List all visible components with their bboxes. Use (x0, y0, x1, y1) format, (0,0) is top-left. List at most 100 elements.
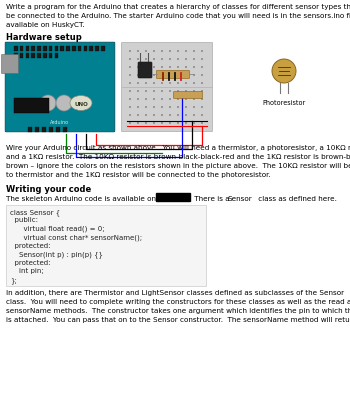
FancyBboxPatch shape (121, 43, 212, 132)
Circle shape (161, 123, 163, 125)
Bar (66, 47, 70, 52)
Circle shape (272, 60, 296, 84)
Circle shape (129, 107, 131, 109)
Text: Write a program for the Arduino that creates a hierarchy of classes for differen: Write a program for the Arduino that cre… (6, 4, 350, 10)
Circle shape (145, 51, 147, 53)
Circle shape (153, 67, 155, 69)
Text: Photoresistor: Photoresistor (262, 100, 306, 106)
Circle shape (145, 107, 147, 109)
Text: Wire your Arduino circuit as shown above.  You will need a thermistor, a photore: Wire your Arduino circuit as shown above… (6, 145, 350, 151)
Bar (43, 47, 47, 52)
Circle shape (145, 75, 147, 77)
Circle shape (161, 83, 163, 85)
Circle shape (145, 83, 147, 85)
Text: brown – ignore the colors on the resistors shown in the picture above.  The 10KΩ: brown – ignore the colors on the resisto… (6, 162, 350, 168)
Circle shape (177, 51, 179, 53)
Circle shape (137, 83, 139, 85)
Circle shape (193, 51, 195, 53)
Circle shape (137, 75, 139, 77)
Circle shape (145, 91, 147, 93)
Circle shape (201, 83, 203, 85)
Circle shape (185, 99, 187, 101)
Circle shape (185, 75, 187, 77)
Bar (37, 54, 41, 59)
Circle shape (161, 59, 163, 61)
Text: Writing your code: Writing your code (6, 184, 91, 194)
FancyBboxPatch shape (174, 92, 202, 99)
Circle shape (177, 123, 179, 125)
Circle shape (201, 59, 203, 61)
FancyBboxPatch shape (156, 71, 189, 79)
Bar (35, 128, 39, 133)
Circle shape (169, 51, 171, 53)
Circle shape (145, 123, 147, 125)
Circle shape (185, 51, 187, 53)
Circle shape (169, 83, 171, 85)
Circle shape (145, 99, 147, 101)
Circle shape (129, 123, 131, 125)
Text: UNO: UNO (74, 101, 88, 106)
Text: Sensor(int p) : pin(p) {}: Sensor(int p) : pin(p) {} (10, 251, 103, 257)
Text: class as defined here.: class as defined here. (256, 196, 337, 201)
Bar (49, 54, 52, 59)
Circle shape (201, 51, 203, 53)
Text: In addition, there are Thermistor and LightSensor classes defined as subclasses : In addition, there are Thermistor and Li… (6, 290, 344, 296)
Circle shape (193, 59, 195, 61)
Circle shape (56, 96, 72, 112)
Circle shape (201, 75, 203, 77)
Circle shape (185, 59, 187, 61)
Circle shape (153, 107, 155, 109)
Circle shape (129, 115, 131, 117)
Circle shape (129, 83, 131, 85)
Circle shape (129, 67, 131, 69)
Circle shape (161, 99, 163, 101)
Circle shape (129, 99, 131, 101)
Circle shape (193, 75, 195, 77)
Bar (78, 47, 81, 52)
Bar (49, 128, 53, 133)
FancyBboxPatch shape (1, 55, 19, 74)
Text: virtual const char* sensorName();: virtual const char* sensorName(); (10, 234, 142, 241)
Circle shape (185, 91, 187, 93)
Circle shape (153, 99, 155, 101)
Text: public:: public: (10, 217, 38, 223)
Circle shape (193, 83, 195, 85)
Circle shape (129, 91, 131, 93)
Bar (14, 47, 18, 52)
Bar (26, 47, 29, 52)
Bar (20, 47, 23, 52)
Bar (55, 54, 58, 59)
Circle shape (201, 99, 203, 101)
Circle shape (169, 75, 171, 77)
Text: class.  You will need to complete writing the constructors for these classes as : class. You will need to complete writing… (6, 299, 350, 305)
Bar (37, 47, 41, 52)
FancyBboxPatch shape (5, 43, 115, 132)
Circle shape (169, 115, 171, 117)
Text: int pin;: int pin; (10, 268, 44, 274)
Circle shape (161, 75, 163, 77)
Bar (14, 54, 18, 59)
Circle shape (145, 59, 147, 61)
Circle shape (161, 91, 163, 93)
Bar (32, 54, 35, 59)
Text: virtual float read() = 0;: virtual float read() = 0; (10, 225, 105, 232)
Text: protected:: protected: (10, 242, 50, 248)
Bar (63, 128, 67, 133)
FancyBboxPatch shape (138, 63, 152, 79)
Circle shape (177, 99, 179, 101)
Ellipse shape (70, 96, 92, 111)
Text: be connected to the Arduino. The starter Arduino code that you will need is in t: be connected to the Arduino. The starter… (6, 13, 350, 19)
Circle shape (185, 123, 187, 125)
Circle shape (161, 115, 163, 117)
Bar (14, 99, 49, 114)
Circle shape (169, 123, 171, 125)
Circle shape (153, 123, 155, 125)
Circle shape (137, 123, 139, 125)
Circle shape (153, 59, 155, 61)
Circle shape (137, 99, 139, 101)
Bar (42, 128, 46, 133)
Circle shape (193, 99, 195, 101)
Circle shape (177, 67, 179, 69)
Circle shape (145, 67, 147, 69)
Text: Arduino: Arduino (50, 119, 70, 124)
